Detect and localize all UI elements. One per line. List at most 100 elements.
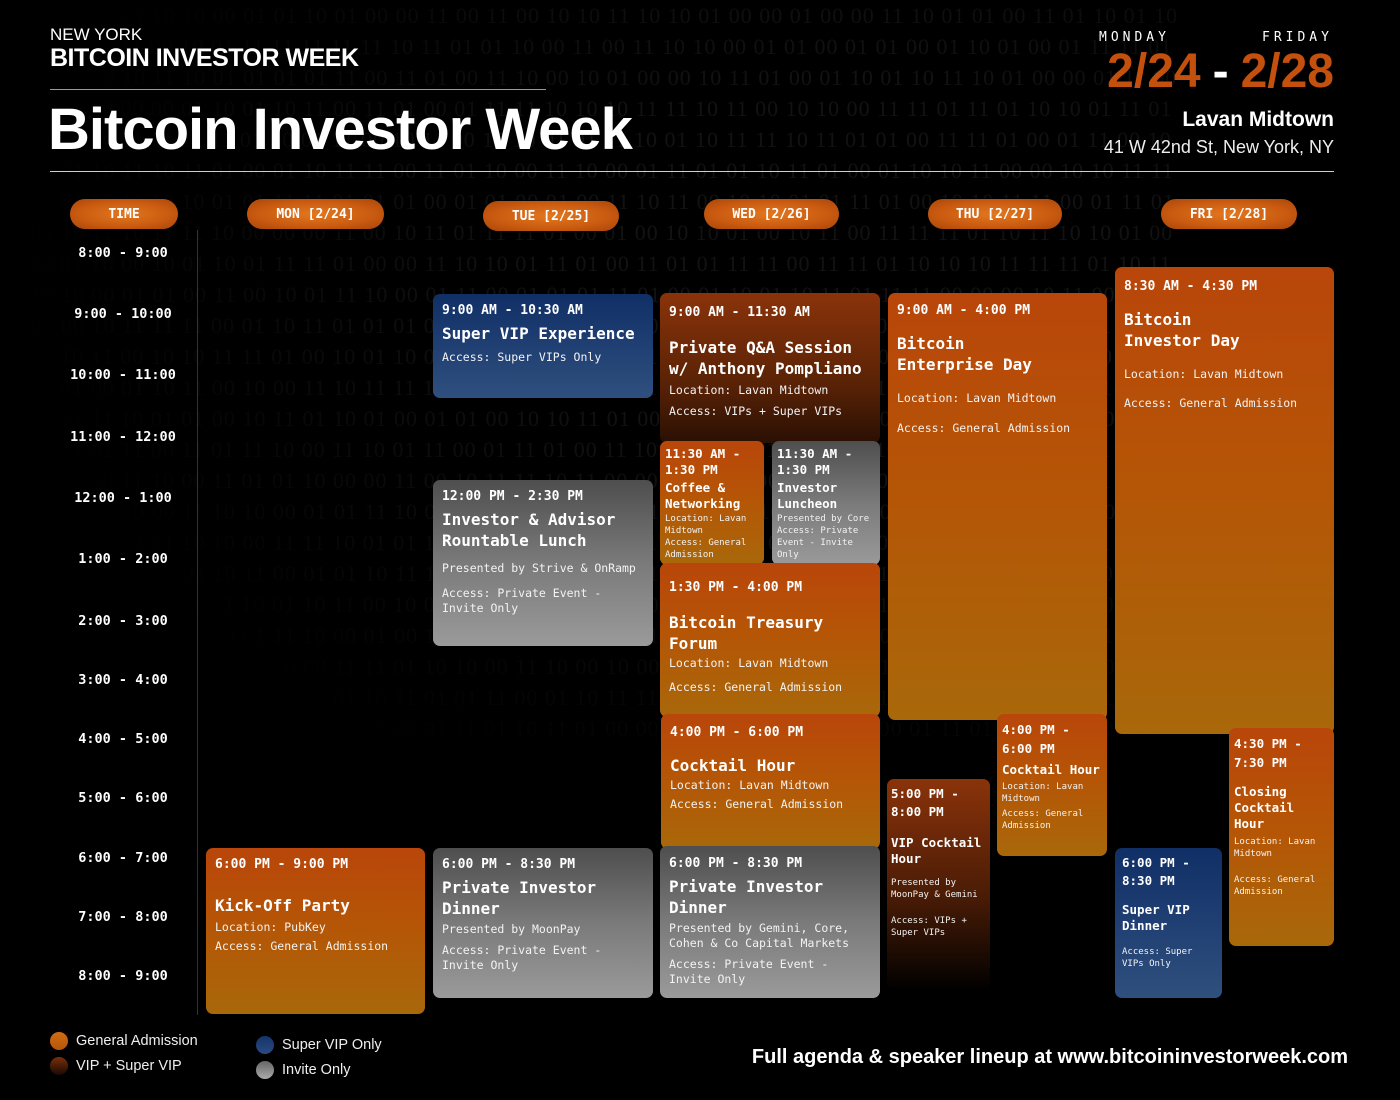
start-day-label: MONDAY bbox=[1099, 30, 1170, 45]
event-title: Bitcoin Investor Day bbox=[1124, 310, 1240, 350]
event-time: 1:30 PM - 4:00 PM bbox=[669, 580, 803, 595]
event-access: Access: General Admission bbox=[1234, 875, 1316, 897]
event-location: Location: PubKey bbox=[215, 920, 326, 934]
event-title: Bitcoin Treasury Forum bbox=[669, 613, 824, 653]
event-card-bitcoin-investor-day[interactable]: 8:30 AM - 4:30 PM Bitcoin Investor Day L… bbox=[1115, 267, 1334, 734]
event-title: Private Investor Dinner bbox=[442, 878, 597, 918]
event-title: Kick-Off Party bbox=[215, 896, 350, 915]
date-range: 2/24-2/28 bbox=[1107, 44, 1334, 99]
legend-invite-only: Invite Only bbox=[256, 1061, 351, 1079]
time-slot: 7:00 - 8:00 bbox=[78, 909, 168, 925]
event-card-investor-luncheon[interactable]: 11:30 AM - 1:30 PM Investor Luncheon Pre… bbox=[772, 441, 880, 565]
event-location: Location: Lavan Midtown bbox=[669, 656, 829, 670]
divider bbox=[50, 89, 546, 90]
event-title: Closing Cocktail Hour bbox=[1234, 784, 1295, 831]
event-card-super-vip-experience[interactable]: 9:00 AM - 10:30 AM Super VIP Experience … bbox=[433, 294, 653, 398]
event-card-private-investor-dinner-tue[interactable]: 6:00 PM - 8:30 PM Private Investor Dinne… bbox=[433, 848, 653, 998]
event-title: Coffee & Networking bbox=[665, 480, 741, 511]
event-card-kickoff-party[interactable]: 6:00 PM - 9:00 PM Kick-Off Party Locatio… bbox=[206, 848, 425, 1014]
event-access: Access: General Admission bbox=[665, 538, 747, 560]
event-card-investor-advisor-lunch[interactable]: 12:00 PM - 2:30 PM Investor & Advisor Ro… bbox=[433, 480, 653, 646]
column-header-thu[interactable]: THU [2/27] bbox=[928, 199, 1062, 229]
event-title: Private Q&A Session w/ Anthony Pompliano bbox=[669, 338, 862, 378]
column-header-fri[interactable]: FRI [2/28] bbox=[1161, 199, 1297, 229]
time-slot: 8:00 - 9:00 bbox=[78, 245, 168, 261]
event-access: Access: General Admission bbox=[669, 680, 843, 694]
event-time: 8:30 AM - 4:30 PM bbox=[1124, 279, 1258, 294]
event-location: Location: Lavan Midtown bbox=[670, 778, 830, 792]
event-access: Access: Private Event - Invite Only bbox=[442, 586, 602, 615]
event-card-super-vip-dinner[interactable]: 6:00 PM - 8:30 PM Super VIP Dinner Acces… bbox=[1115, 848, 1222, 998]
event-card-coffee-networking[interactable]: 11:30 AM - 1:30 PM Coffee & Networking L… bbox=[660, 441, 764, 565]
event-time: 6:00 PM - 9:00 PM bbox=[215, 857, 349, 872]
event-location: Location: Lavan Midtown bbox=[897, 391, 1057, 405]
event-access: Access: Private Event - Invite Only bbox=[669, 957, 829, 986]
event-card-cocktail-hour-wed[interactable]: 4:00 PM - 6:00 PM Cocktail Hour Location… bbox=[661, 714, 880, 849]
event-time: 12:00 PM - 2:30 PM bbox=[442, 489, 583, 504]
event-access: Access: VIPs + Super VIPs bbox=[669, 404, 843, 418]
date-separator: - bbox=[1212, 45, 1229, 98]
event-title: Private Investor Dinner bbox=[669, 877, 824, 917]
event-card-closing-cocktail-hour[interactable]: 4:30 PM - 7:30 PM Closing Cocktail Hour … bbox=[1229, 728, 1334, 946]
legend-swatch-icon bbox=[256, 1061, 274, 1079]
event-time: 11:30 AM - 1:30 PM bbox=[665, 446, 741, 477]
event-title: Cocktail Hour bbox=[1002, 762, 1100, 777]
legend-swatch-icon bbox=[256, 1036, 274, 1054]
event-time: 6:00 PM - 8:30 PM bbox=[669, 856, 803, 871]
event-title: Bitcoin Enterprise Day bbox=[897, 334, 1032, 374]
event-presenter: Presented by Gemini, Core, Cohen & Co Ca… bbox=[669, 921, 850, 950]
start-date: 2/24 bbox=[1107, 45, 1201, 98]
event-access: Access: General Admission bbox=[1002, 809, 1084, 831]
event-title: Super VIP Experience bbox=[442, 324, 635, 343]
event-time: 4:30 PM - 7:30 PM bbox=[1234, 736, 1302, 770]
event-presenter: Presented by Strive & OnRamp bbox=[442, 561, 636, 575]
column-header-time: TIME bbox=[70, 199, 178, 229]
event-card-private-investor-dinner-wed[interactable]: 6:00 PM - 8:30 PM Private Investor Dinne… bbox=[660, 846, 880, 998]
event-time: 9:00 AM - 4:00 PM bbox=[897, 303, 1031, 318]
legend-swatch-icon bbox=[50, 1032, 68, 1050]
event-time: 4:00 PM - 6:00 PM bbox=[1002, 722, 1070, 756]
legend-super-vip: Super VIP Only bbox=[256, 1036, 382, 1054]
column-header-wed[interactable]: WED [2/26] bbox=[704, 199, 839, 229]
legend-vip: VIP + Super VIP bbox=[50, 1057, 182, 1075]
event-card-private-qa-session[interactable]: 9:00 AM - 11:30 AM Private Q&A Session w… bbox=[660, 293, 880, 443]
event-access: Access: Private Event - Invite Only bbox=[442, 943, 602, 972]
time-slot: 10:00 - 11:00 bbox=[70, 367, 176, 383]
event-time: 6:00 PM - 8:30 PM bbox=[1122, 855, 1190, 888]
event-title: Investor & Advisor Rountable Lunch bbox=[442, 510, 616, 550]
brand-name: BITCOIN INVESTOR WEEK bbox=[50, 44, 359, 72]
event-title: Investor Luncheon bbox=[777, 480, 838, 511]
column-header-mon[interactable]: MON [2/24] bbox=[247, 199, 384, 229]
event-time: 9:00 AM - 10:30 AM bbox=[442, 303, 583, 318]
event-access: Access: Super VIPs Only bbox=[442, 350, 602, 364]
end-day-label: FRIDAY bbox=[1262, 30, 1333, 45]
event-presenter: Presented by MoonPay bbox=[442, 922, 581, 936]
event-card-bitcoin-enterprise-day[interactable]: 9:00 AM - 4:00 PM Bitcoin Enterprise Day… bbox=[888, 293, 1107, 720]
city-kicker: NEW YORK bbox=[50, 25, 143, 44]
event-title: Cocktail Hour bbox=[670, 756, 796, 775]
event-access: Access: VIPs + Super VIPs bbox=[891, 916, 967, 938]
footer-website-link[interactable]: Full agenda & speaker lineup at www.bitc… bbox=[751, 1046, 1348, 1068]
event-title: Super VIP Dinner bbox=[1122, 902, 1190, 933]
time-slot: 1:00 - 2:00 bbox=[78, 551, 168, 567]
event-location: Location: Lavan Midtown bbox=[1124, 367, 1284, 381]
event-time: 9:00 AM - 11:30 AM bbox=[669, 305, 810, 320]
column-header-tue[interactable]: TUE [2/25] bbox=[483, 201, 619, 231]
venue-address: 41 W 42nd St, New York, NY bbox=[1103, 137, 1334, 157]
time-slot: 11:00 - 12:00 bbox=[70, 429, 176, 445]
legend-label: Super VIP Only bbox=[282, 1037, 382, 1053]
time-column-divider bbox=[197, 230, 198, 1015]
event-card-bitcoin-treasury-forum[interactable]: 1:30 PM - 4:00 PM Bitcoin Treasury Forum… bbox=[660, 563, 880, 717]
event-location: Location: Lavan Midtown bbox=[1234, 837, 1316, 859]
event-card-vip-cocktail-hour[interactable]: 5:00 PM - 8:00 PM VIP Cocktail Hour Pres… bbox=[887, 779, 990, 991]
event-access: Access: Private Event - Invite Only bbox=[777, 526, 859, 560]
event-time: 6:00 PM - 8:30 PM bbox=[442, 857, 576, 872]
legend-general-admission: General Admission bbox=[50, 1032, 198, 1050]
event-presenter: Presented by MoonPay & Gemini bbox=[891, 878, 978, 900]
time-slot: 3:00 - 4:00 bbox=[78, 672, 168, 688]
event-access: Access: General Admission bbox=[670, 797, 844, 811]
page-title: Bitcoin Investor Week bbox=[48, 97, 633, 162]
divider bbox=[50, 171, 1334, 172]
event-card-cocktail-hour-thu[interactable]: 4:00 PM - 6:00 PM Cocktail Hour Location… bbox=[997, 714, 1107, 856]
legend-label: VIP + Super VIP bbox=[76, 1058, 182, 1074]
